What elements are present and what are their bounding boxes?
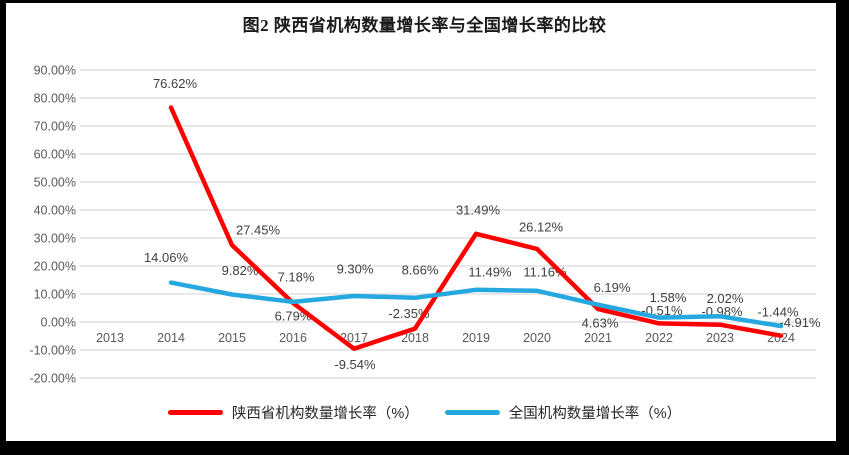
x-axis-tick-label: 2021 — [584, 331, 612, 345]
y-axis-tick-label: -20.00% — [29, 372, 76, 386]
data-label-national: 2.02% — [707, 291, 744, 306]
x-axis-tick-label: 2023 — [706, 331, 734, 345]
data-label-shaanxi: 4.63% — [582, 316, 619, 331]
x-axis-tick-label: 2020 — [523, 331, 551, 345]
x-axis-tick-label: 2016 — [279, 331, 307, 345]
x-axis-tick-label: 2019 — [462, 331, 490, 345]
y-axis-tick-label: 90.00% — [34, 64, 76, 78]
x-axis-tick-label: 2018 — [401, 331, 429, 345]
data-label-shaanxi: 31.49% — [456, 202, 501, 217]
data-label-national: 8.66% — [402, 262, 439, 277]
series-line-shaanxi — [168, 105, 784, 351]
data-label-national: 9.82% — [222, 263, 259, 278]
data-label-shaanxi: 26.12% — [519, 219, 564, 234]
series-line-national — [168, 280, 784, 329]
y-axis-tick-label: 0.00% — [41, 316, 76, 330]
y-axis-tick-label: 40.00% — [34, 204, 76, 218]
data-label-national: 1.58% — [650, 290, 687, 305]
x-axis-tick-label: 2022 — [645, 331, 673, 345]
data-label-shaanxi: 76.62% — [153, 76, 198, 91]
data-label-national: 14.06% — [144, 250, 189, 265]
legend-item-shaanxi: 陕西省机构数量增长率（%） — [167, 402, 419, 423]
y-axis-tick-label: 60.00% — [34, 148, 76, 162]
data-label-shaanxi: -4.91% — [779, 315, 821, 330]
legend-label-shaanxi: 陕西省机构数量增长率（%） — [231, 406, 419, 422]
shaanxi-line-swatch-icon — [167, 410, 223, 415]
x-axis-tick-label: 2015 — [218, 331, 246, 345]
national-line-swatch-icon — [444, 410, 500, 415]
data-label-shaanxi: -9.54% — [334, 357, 376, 372]
x-axis-tick-label: 2014 — [157, 331, 185, 345]
data-label-national: 9.30% — [337, 262, 374, 277]
y-axis-tick-label: 50.00% — [34, 176, 76, 190]
data-label-national: 11.49% — [468, 264, 512, 279]
y-axis-tick-label: 30.00% — [34, 232, 76, 246]
chart-title: 图2 陕西省机构数量增长率与全国增长率的比较 — [242, 16, 607, 35]
data-label-shaanxi: 27.45% — [236, 223, 281, 238]
y-axis-tick-label: -10.00% — [29, 344, 76, 358]
legend: 陕西省机构数量增长率（%） 全国机构数量增长率（%） — [0, 402, 849, 423]
y-axis-tick-label: 10.00% — [34, 288, 76, 302]
data-label-national: 6.19% — [594, 280, 631, 295]
legend-item-national: 全国机构数量增长率（%） — [444, 402, 682, 423]
chart-background — [6, 3, 836, 441]
data-label-national: 7.18% — [278, 269, 315, 284]
x-axis-tick-label: 2013 — [96, 331, 124, 345]
y-axis-tick-label: 80.00% — [34, 92, 76, 106]
y-axis-tick-label: 70.00% — [34, 120, 76, 134]
legend-label-national: 全国机构数量增长率（%） — [508, 406, 682, 422]
data-label-national: -1.44% — [757, 305, 799, 320]
y-axis-tick-label: 20.00% — [34, 260, 76, 274]
